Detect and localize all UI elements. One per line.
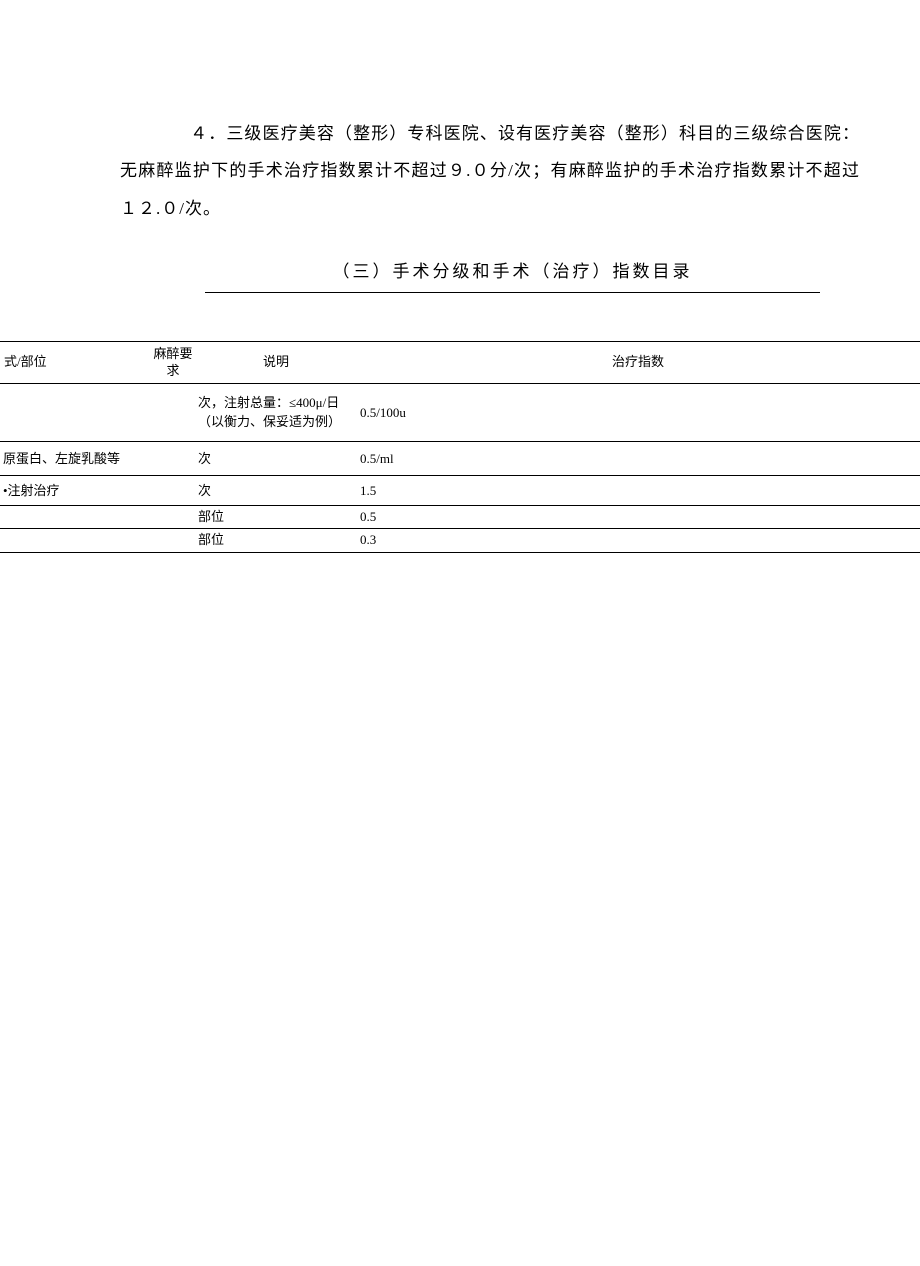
subtitle-section: （三）手术分级和手术（治疗）指数目录	[205, 257, 820, 293]
table-header-row: 式/部位 麻醉要求 说明 治疗指数	[0, 342, 920, 384]
table-cell	[150, 506, 196, 529]
table-cell: 0.5/100u	[356, 384, 920, 442]
table-cell	[150, 529, 196, 552]
table-cell: 次，注射总量：≤400μ/日（以衡力、保妥适为例）	[196, 384, 356, 442]
table-cell: 部位	[196, 506, 356, 529]
paragraph-4-text: ４．三级医疗美容（整形）专科医院、设有医疗美容（整形）科目的三级综合医院：无麻醉…	[120, 124, 860, 218]
table-cell	[150, 442, 196, 476]
table-row: 部位0.3	[0, 529, 920, 552]
table-row: 次，注射总量：≤400μ/日（以衡力、保妥适为例）0.5/100u	[0, 384, 920, 442]
table-row: •注射治疗 次1.5	[0, 476, 920, 506]
table-cell: 部位	[196, 529, 356, 552]
index-table: 式/部位 麻醉要求 说明 治疗指数 次，注射总量：≤400μ/日（以衡力、保妥适…	[0, 341, 920, 552]
table-cell: 原蛋白、左旋乳酸等	[0, 442, 150, 476]
index-table-container: 式/部位 麻醉要求 说明 治疗指数 次，注射总量：≤400μ/日（以衡力、保妥适…	[0, 341, 920, 552]
table-cell: 0.5	[356, 506, 920, 529]
table-cell: 0.5/ml	[356, 442, 920, 476]
table-cell: •注射治疗	[0, 476, 150, 506]
table-cell	[0, 529, 150, 552]
table-cell	[150, 384, 196, 442]
table-cell: 1.5	[356, 476, 920, 506]
header-index: 治疗指数	[356, 342, 920, 384]
header-description: 说明	[196, 342, 356, 384]
table-cell	[0, 384, 150, 442]
table-row: 部位0.5	[0, 506, 920, 529]
table-cell: 次	[196, 476, 356, 506]
header-site: 式/部位	[0, 342, 150, 384]
paragraph-4: ４．三级医疗美容（整形）专科医院、设有医疗美容（整形）科目的三级综合医院：无麻醉…	[120, 115, 860, 227]
subtitle-text: （三）手术分级和手术（治疗）指数目录	[333, 257, 693, 282]
table-row: 原蛋白、左旋乳酸等 次0.5/ml	[0, 442, 920, 476]
header-anesthesia: 麻醉要求	[150, 342, 196, 384]
table-cell: 0.3	[356, 529, 920, 552]
table-cell: 次	[196, 442, 356, 476]
table-cell	[0, 506, 150, 529]
table-cell	[150, 476, 196, 506]
